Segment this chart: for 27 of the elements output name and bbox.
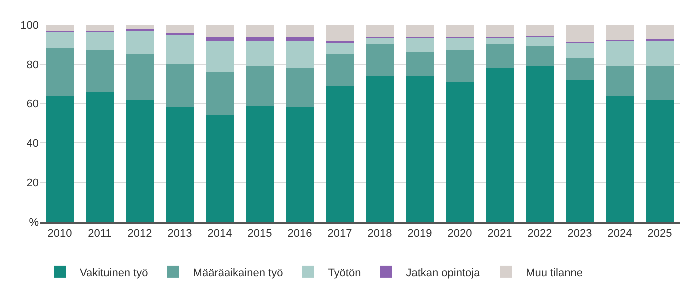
y-tick-label: % [29,216,40,229]
x-tick-label: 2022 [528,228,552,240]
x-tick-label: 2025 [648,228,672,240]
x-tick-label: 2014 [208,228,232,240]
x-tick-label: 2018 [368,228,392,240]
legend-label: Muu tilanne [526,267,583,280]
y-tick-label: 100 [20,20,39,32]
x-tick-label: 2024 [608,228,632,240]
y-tick-label: 60 [26,98,39,111]
x-tick-label: 2021 [488,228,512,240]
x-tick-label: 2013 [168,228,192,240]
x-tick-label: 2011 [88,228,112,240]
y-tick-label: 20 [26,177,39,190]
legend-label: Jatkan opintoja [406,267,482,280]
y-tick-label: 80 [26,59,39,72]
x-tick-label: 2019 [408,228,432,240]
legend-label: Määräaikainen työ [193,267,284,280]
x-tick-label: 2012 [128,228,152,240]
x-tick-label: 2016 [288,228,312,240]
x-tick-label: 2010 [48,228,72,240]
x-tick-label: 2020 [448,228,472,240]
y-tick-label: 40 [26,138,39,150]
x-tick-label: 2017 [328,228,352,240]
x-tick-label: 2023 [568,228,592,240]
legend-label: Työtön [328,267,362,280]
legend-label: Vakituinen työ [80,267,148,280]
x-tick-label: 2015 [248,228,272,240]
